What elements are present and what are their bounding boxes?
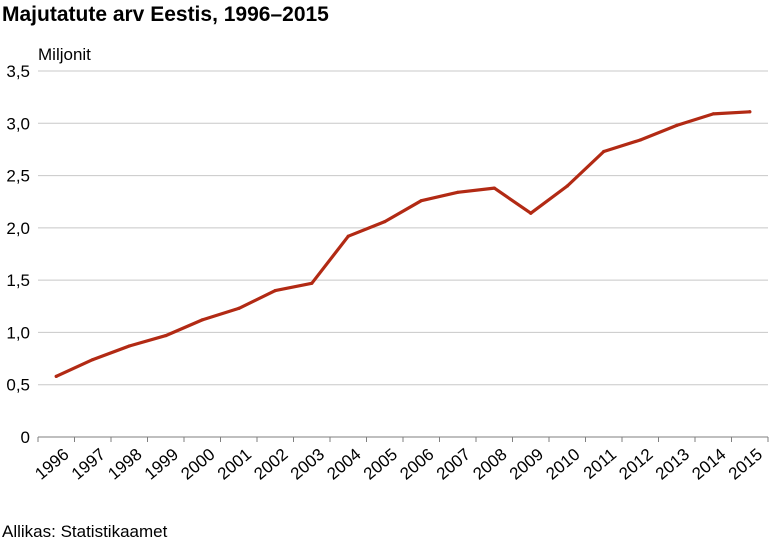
y-axis-label: Miljonit bbox=[38, 45, 91, 64]
data-point bbox=[711, 112, 715, 116]
x-tick-label: 1999 bbox=[141, 445, 182, 484]
data-point bbox=[419, 199, 423, 203]
x-tick-label: 2014 bbox=[688, 445, 729, 484]
data-point bbox=[602, 149, 606, 154]
x-tick-label: 2007 bbox=[433, 445, 474, 484]
data-point bbox=[54, 374, 58, 378]
data-point bbox=[237, 306, 241, 310]
data-point bbox=[346, 234, 350, 238]
y-tick-label: 0 bbox=[21, 428, 30, 447]
x-tick-label: 2008 bbox=[469, 445, 510, 484]
y-tick-labels: 0 0,5 1,0 1,5 2,0 2,5 3,0 3,5 bbox=[6, 62, 30, 447]
data-point bbox=[383, 219, 387, 224]
x-tick-label: 2000 bbox=[177, 445, 218, 484]
data-point bbox=[164, 333, 168, 338]
series-line bbox=[54, 110, 752, 378]
data-point bbox=[529, 211, 533, 215]
y-tick-label: 1,5 bbox=[6, 271, 30, 290]
y-tick-label: 0,5 bbox=[6, 376, 30, 395]
source-note: Allikas: Statistikaamet bbox=[2, 522, 168, 541]
data-point bbox=[273, 289, 277, 293]
data-point bbox=[310, 281, 314, 285]
data-point bbox=[492, 186, 496, 190]
x-tick-label: 2004 bbox=[323, 445, 364, 484]
data-point bbox=[200, 318, 204, 322]
y-tick-label: 3,5 bbox=[6, 62, 30, 81]
x-tick-label: 2001 bbox=[214, 445, 255, 484]
x-tick-label: 2012 bbox=[615, 445, 656, 484]
series bbox=[54, 110, 752, 378]
x-tick-label: 2006 bbox=[396, 445, 437, 484]
chart-title: Majutatute arv Eestis, 1996–2015 bbox=[2, 3, 329, 26]
x-tick-label: 2009 bbox=[506, 445, 547, 484]
y-tick-label: 2,5 bbox=[6, 167, 30, 186]
x-tick-label: 2015 bbox=[725, 445, 766, 484]
axes bbox=[37, 436, 769, 442]
x-tick-label: 1996 bbox=[31, 445, 72, 484]
data-point bbox=[127, 344, 131, 348]
data-point bbox=[456, 190, 460, 194]
data-point bbox=[675, 123, 679, 127]
x-tick-label: 1998 bbox=[104, 445, 145, 484]
x-tick-label: 2010 bbox=[542, 445, 583, 484]
x-tick-label: 2013 bbox=[652, 445, 693, 484]
x-tick-label: 1997 bbox=[68, 445, 109, 484]
y-tick-label: 2,0 bbox=[6, 219, 30, 238]
x-tick-labels: 1996199719981999200020012002200320042005… bbox=[31, 445, 766, 484]
data-point bbox=[748, 110, 752, 114]
x-tick-label: 2011 bbox=[580, 445, 620, 483]
data-point bbox=[565, 184, 569, 188]
data-point bbox=[638, 138, 642, 142]
gridlines bbox=[38, 70, 768, 386]
y-tick-label: 1,0 bbox=[6, 323, 30, 342]
x-tick-label: 2003 bbox=[287, 445, 328, 484]
x-tick-label: 2005 bbox=[360, 445, 401, 484]
data-point bbox=[91, 358, 95, 362]
y-tick-label: 3,0 bbox=[6, 114, 30, 133]
x-tick-label: 2002 bbox=[250, 445, 291, 484]
